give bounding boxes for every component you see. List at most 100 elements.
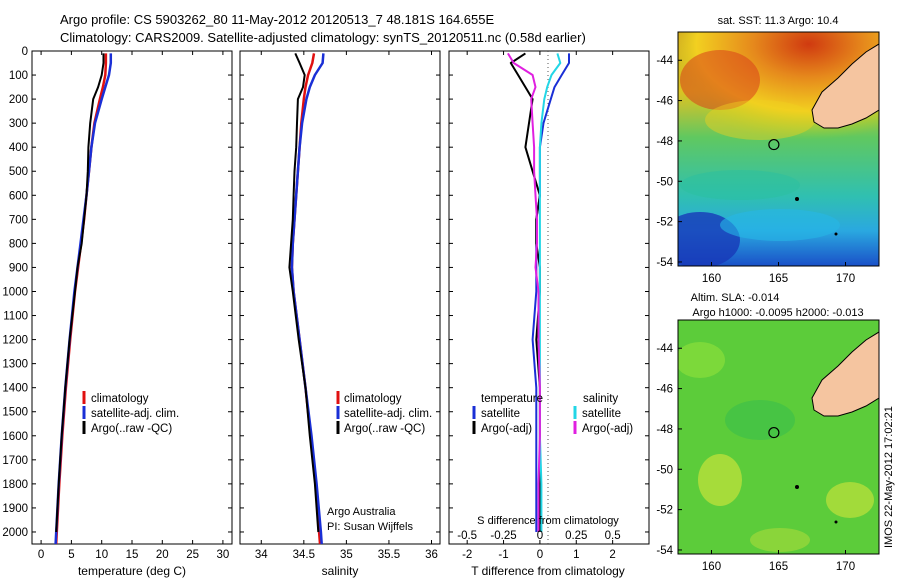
lat-tick-label: -52 [656, 505, 673, 517]
legend-label-t-argo: Argo(-adj) [481, 423, 532, 435]
legend-label-argo: Argo(..raw -QC) [344, 423, 425, 435]
difference-y-ticks [449, 50, 649, 533]
depth-tick-label: 1700 [2, 455, 28, 467]
x-tick-label: 5 [68, 549, 74, 561]
legend-label-climatology: climatology [344, 393, 402, 405]
s-tick-label: 0.5 [605, 530, 621, 542]
lat-tick-label: -44 [656, 55, 673, 67]
header-line2: Climatology: CARS2009. Satellite-adjuste… [60, 30, 586, 45]
lat-tick-label: -50 [656, 176, 673, 188]
sla-lat-axis: -44 -46 -48 -50 -52 -54 [656, 343, 682, 557]
depth-tick-label: 2000 [2, 527, 28, 539]
series-line-satellite-adj-clim [290, 53, 325, 545]
x-tick-label: 0 [537, 549, 543, 561]
lat-tick-label: -48 [656, 136, 673, 148]
land-mass [811, 331, 879, 417]
sst-map: sat. SST: 11.3 Argo: 10.4 160 165 170 -44-… [656, 15, 880, 285]
sla-map-title-1: Altim. SLA: -0.014 [691, 292, 780, 304]
difference-panel: -2 -1 0 1 2 temperature salinity satellite A… [448, 50, 650, 578]
depth-tick-label: 1300 [2, 359, 28, 371]
x-tick-label: 34 [255, 549, 268, 561]
s-tick-label: -0.25 [490, 530, 516, 542]
small-island [795, 197, 799, 201]
x-tick-label: 20 [156, 549, 169, 561]
difference-axes [448, 50, 650, 545]
depth-tick-label: 800 [9, 238, 28, 250]
lat-tick-label: -52 [656, 217, 673, 229]
legend-label-satellite: satellite-adj. clim. [91, 408, 179, 420]
depth-tick-label: 1000 [2, 286, 28, 298]
x-tick-label: 0 [38, 549, 44, 561]
s-tick-label: -0.5 [457, 530, 477, 542]
temperature-lines [54, 53, 113, 545]
depth-tick-label: 1800 [2, 479, 28, 491]
lon-tick-label: 165 [769, 561, 788, 573]
legend-title-salinity: salinity [583, 393, 618, 405]
depth-tick-label: 700 [9, 214, 28, 226]
t-difference-label: T difference from climatology [471, 564, 625, 578]
s-difference-label: S difference from climatology [477, 515, 619, 527]
sla-lon-axis: 160 165 170 [702, 550, 855, 573]
depth-tick-label: 600 [9, 190, 28, 202]
x-tick-label: -1 [498, 549, 508, 561]
depth-tick-label: 1900 [2, 503, 28, 515]
lat-tick-label: -54 [656, 257, 673, 269]
series-line-salinity-argo-adj- [507, 52, 541, 532]
legend-label-t-satellite: satellite [481, 408, 520, 420]
argo-float-marker [768, 138, 780, 151]
legend-label-s-argo: Argo(-adj) [582, 423, 633, 435]
depth-tick-label: 400 [9, 142, 28, 154]
depth-tick-label: 300 [9, 118, 28, 130]
lat-tick-label: -46 [656, 96, 673, 108]
legend-title-temperature: temperature [481, 393, 543, 405]
temperature-panel: 0100200300400500600700800900100011001200… [2, 46, 233, 578]
lon-tick-label: 170 [836, 273, 855, 285]
salinity-panel: 34 34.5 35 35.5 36 salinity climatology sate… [239, 50, 441, 578]
salinity-axes [239, 50, 441, 545]
attribution-line1: Argo Australia [327, 506, 396, 518]
x-tick-label: 36 [425, 549, 438, 561]
x-tick-label: 15 [126, 549, 139, 561]
x-tick-label: 1 [573, 549, 579, 561]
x-tick-label: 10 [95, 549, 108, 561]
s-tick-label: 0.25 [565, 530, 587, 542]
x-tick-label: 35.5 [378, 549, 400, 561]
depth-tick-label: 1200 [2, 335, 28, 347]
depth-tick-label: 200 [9, 94, 28, 106]
argo-float-marker [768, 426, 780, 439]
timestamp: IMOS 22-May-2012 17:02:21 [883, 406, 895, 548]
series-line-argo-raw-qc [288, 52, 320, 533]
legend-label-satellite: satellite-adj. clim. [344, 408, 432, 420]
sla-map: Altim. SLA: -0.014 Argo h1000: -0.0095 h… [656, 292, 880, 573]
salinity-x-axis: 34 34.5 35 35.5 36 [255, 51, 438, 561]
lon-tick-label: 165 [769, 273, 788, 285]
salinity-xlabel: salinity [322, 564, 359, 578]
x-tick-label: 2 [609, 549, 615, 561]
legend-label-argo: Argo(..raw -QC) [91, 423, 172, 435]
x-tick-label: 34.5 [293, 549, 315, 561]
depth-tick-label: 900 [9, 262, 28, 274]
lon-tick-label: 160 [702, 273, 721, 285]
depth-tick-label: 1600 [2, 431, 28, 443]
sla-map-title-2: Argo h1000: -0.0095 h2000: -0.013 [692, 307, 863, 319]
x-tick-label: 35 [340, 549, 353, 561]
depth-tick-label: 1400 [2, 383, 28, 395]
land-mass [811, 43, 879, 129]
s-tick-label: 0 [537, 530, 543, 542]
lon-tick-label: 170 [836, 561, 855, 573]
sst-lon-axis: 160 165 170 [702, 262, 855, 285]
s-difference-ticks: -0.5 -0.25 0 0.25 0.5 [457, 530, 620, 542]
small-island [795, 485, 799, 489]
legend-label-climatology: climatology [91, 393, 149, 405]
salinity-lines [288, 52, 325, 545]
attribution-line2: PI: Susan Wijffels [327, 521, 413, 533]
sst-lat-axis: -44 -46 -48 -50 -52 -54 [656, 55, 682, 269]
x-tick-label: 30 [217, 549, 230, 561]
depth-tick-label: 100 [9, 70, 28, 82]
series-line-argo-raw-qc [55, 53, 105, 533]
lat-tick-label: -48 [656, 424, 673, 436]
small-island [834, 520, 838, 524]
salinity-y-ticks [240, 50, 440, 533]
sst-field [678, 32, 879, 266]
